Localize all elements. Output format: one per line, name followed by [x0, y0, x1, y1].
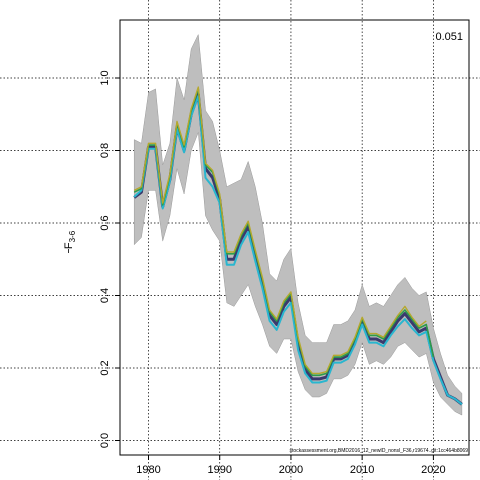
y-axis-label-sub: 3-6: [68, 230, 77, 242]
y-tick-label-0.8: 0.8: [99, 143, 111, 158]
corner-value-label: 0.051: [435, 31, 463, 43]
x-axis: 1980 1990 2000 2010 2020: [136, 455, 446, 476]
y-tick-label-0: 0.0: [99, 433, 111, 448]
series-lines-layer: [133, 86, 463, 406]
y-axis: 0.0 0.2 0.4 0.6 0.8 1.0: [99, 70, 120, 448]
svg-text:F3-6: F3-6: [63, 230, 77, 249]
series-line-2: [133, 95, 463, 406]
x-tick-label-2020: 2020: [421, 464, 445, 476]
plot-frame: [119, 19, 470, 456]
y-tick-label-0.6: 0.6: [99, 215, 111, 230]
y-axis-label: F3-6: [63, 230, 77, 253]
x-tick-label-1980: 1980: [136, 464, 160, 476]
confidence-band: [133, 33, 463, 416]
x-tick-label-2010: 2010: [350, 464, 374, 476]
y-tick-label-0.4: 0.4: [99, 288, 111, 303]
confidence-band-layer: [133, 33, 463, 416]
y-axis-label-main: F: [63, 242, 75, 249]
footer-credit: stockassessment.org,BMD2016_12_newID_non…: [290, 448, 469, 454]
y-tick-label-1: 1.0: [99, 70, 111, 85]
x-tick-label-1990: 1990: [207, 464, 231, 476]
y-tick-label-0.2: 0.2: [99, 360, 111, 375]
series-line-4: [133, 86, 427, 375]
x-tick-label-2000: 2000: [279, 464, 303, 476]
